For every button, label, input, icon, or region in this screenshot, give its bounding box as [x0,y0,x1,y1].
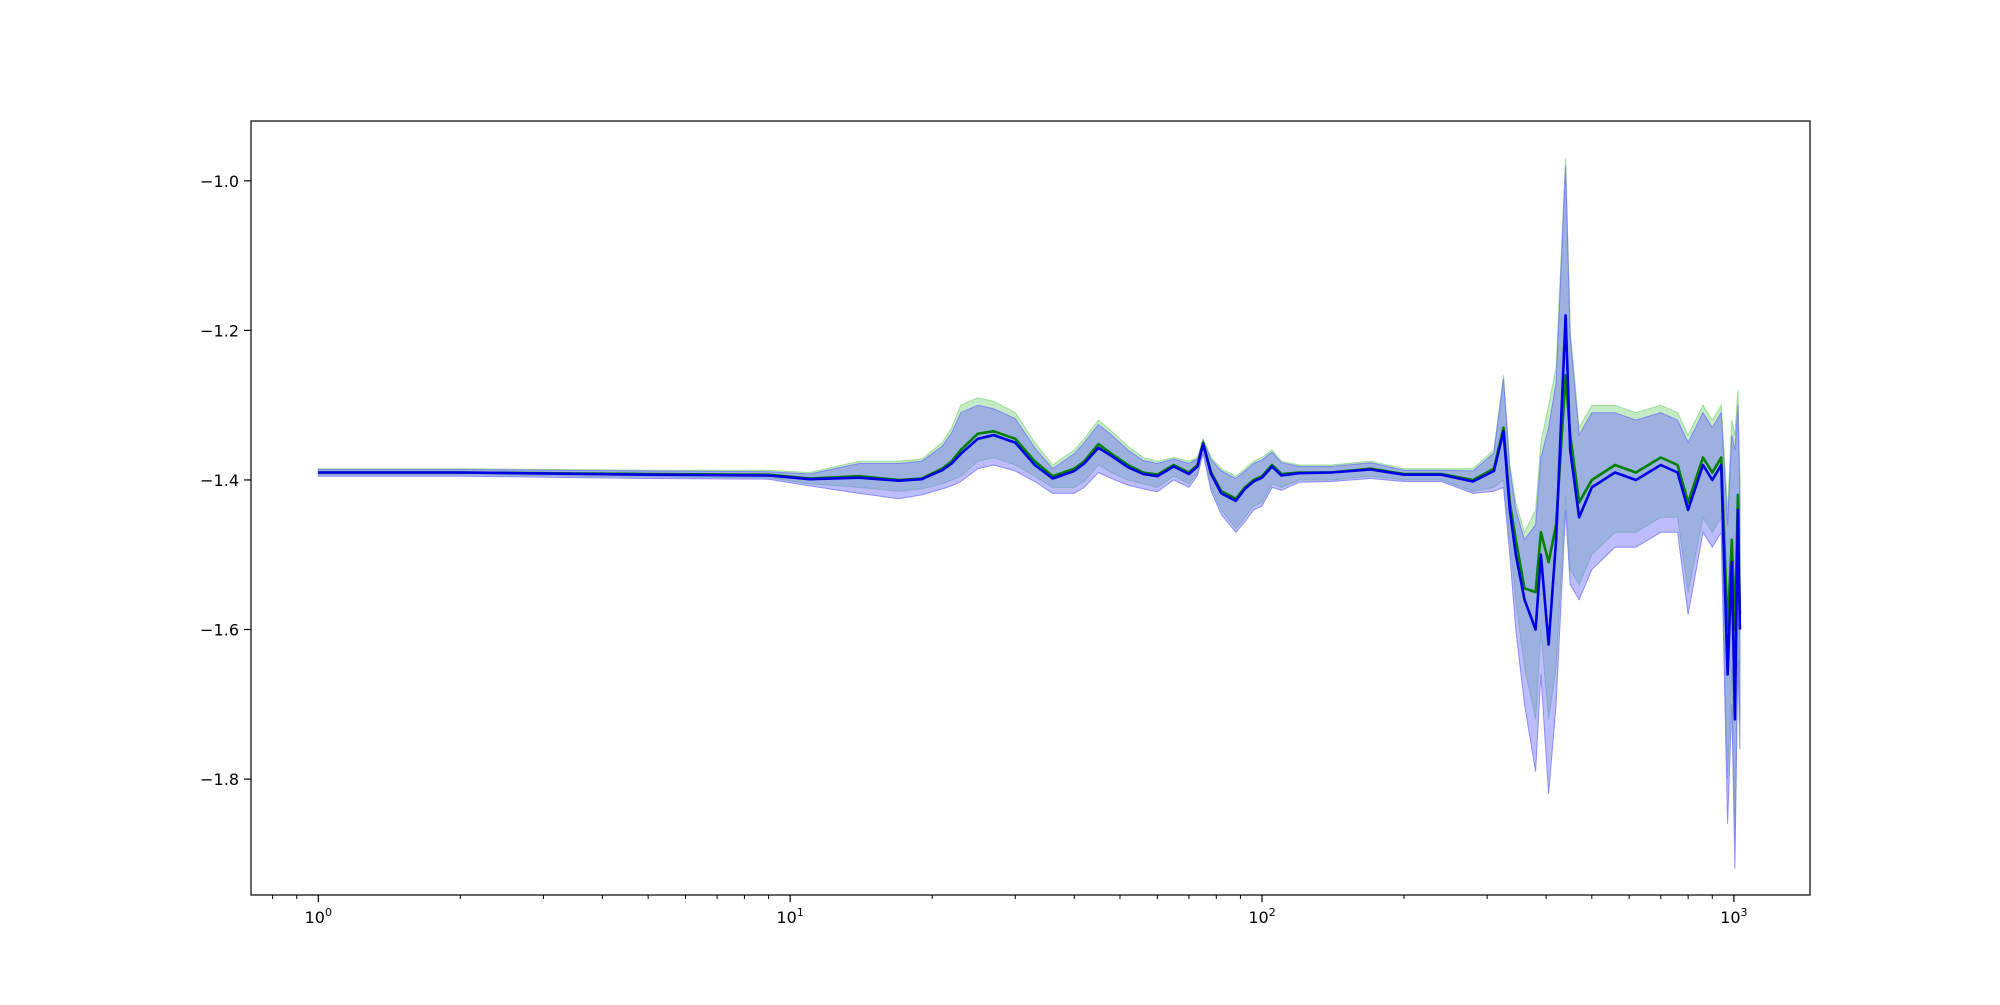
confidence-band-2 [317,165,1741,869]
series-line-2 [318,314,1742,721]
y-tick-label: −1.4 [200,471,239,490]
x-axis: 100 101 102 103 [272,895,1748,927]
confidence-band-1 [317,158,1741,839]
x-tick-label: 101 [776,906,803,927]
y-axis: −1.0 −1.2 −1.4 −1.6 −1.8 [200,172,251,789]
y-tick-label: −1.8 [200,770,239,789]
plot-frame [250,120,1811,896]
bands-layer [317,158,1741,869]
y-tick-label: −1.0 [200,172,239,191]
lines-layer [318,314,1742,721]
x-tick-label: 102 [1248,906,1275,927]
x-tick-label: 103 [1720,906,1747,927]
x-tick-label: 100 [305,906,332,927]
y-tick-label: −1.6 [200,621,239,640]
series-line-1 [318,373,1742,631]
y-tick-label: −1.2 [200,321,239,340]
